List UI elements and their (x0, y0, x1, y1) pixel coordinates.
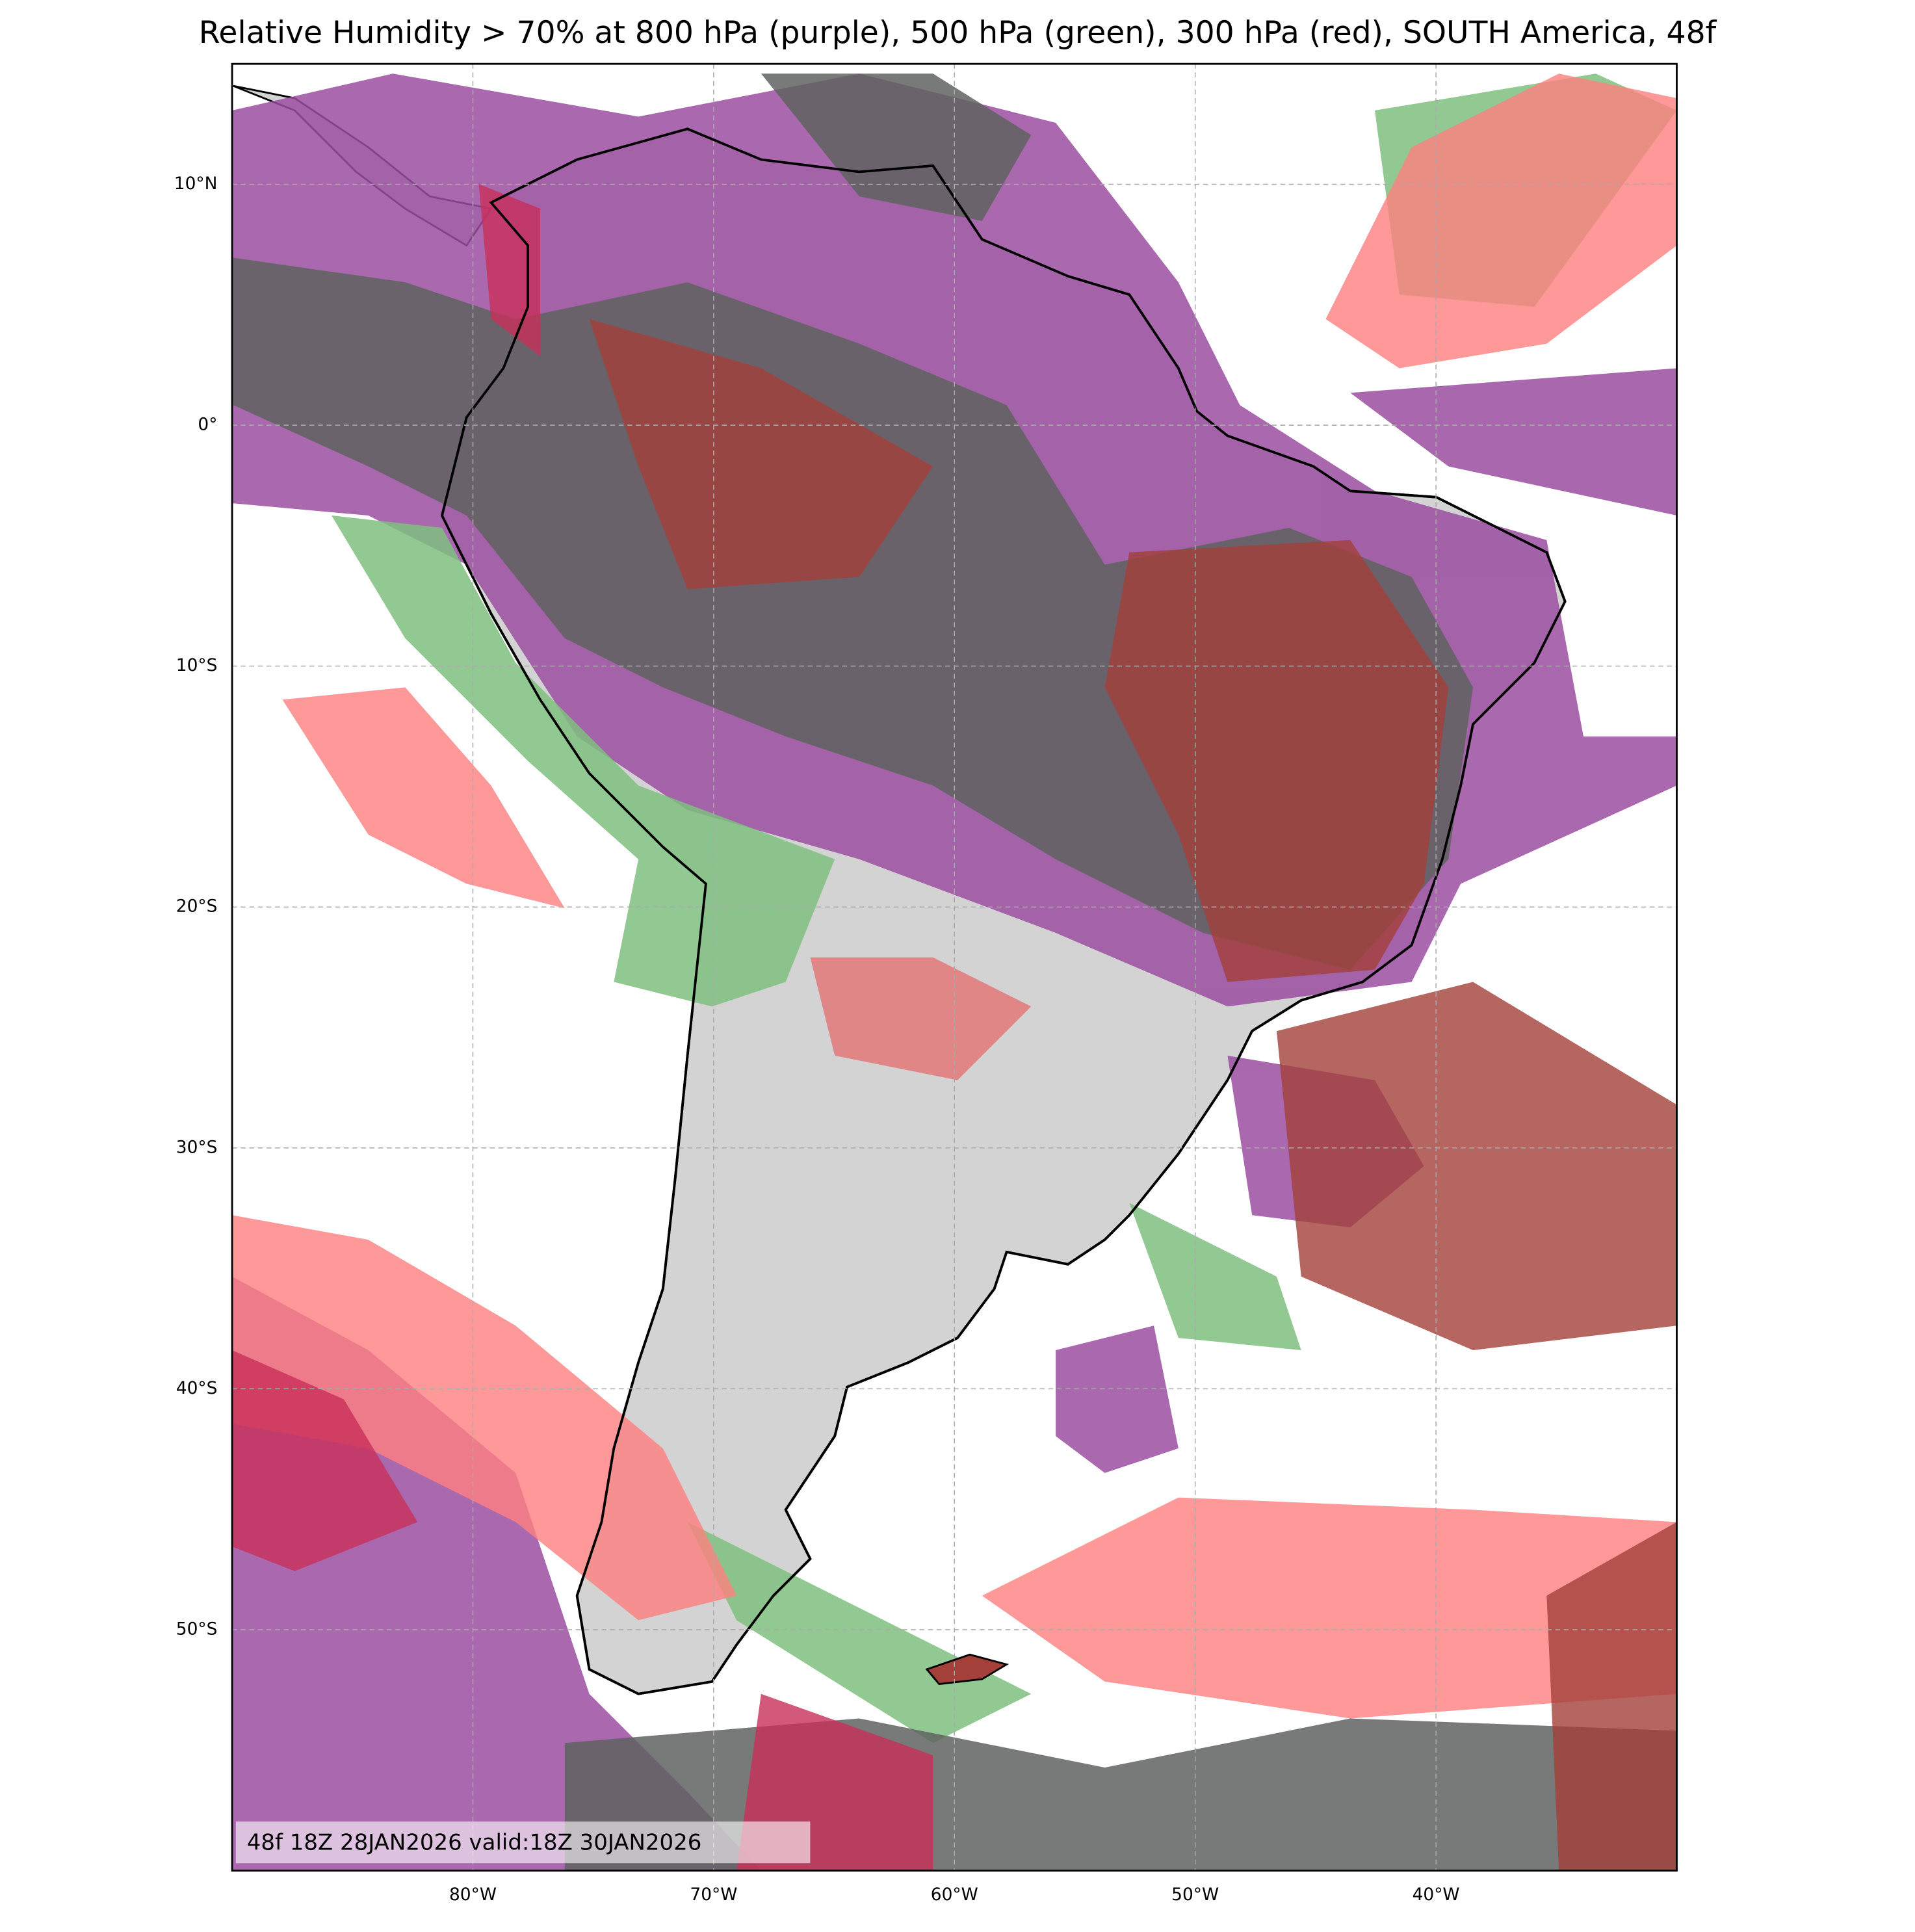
graticule (232, 64, 1677, 1871)
map-title: Relative Humidity > 70% at 800 hPa (purp… (199, 15, 1717, 51)
rh-all-levels (232, 184, 1677, 1871)
rh-300-hpa (232, 73, 1677, 1719)
plot-frame (231, 62, 1678, 1872)
annotation-box (235, 1821, 811, 1864)
x-tick-label: 70°W (690, 1885, 737, 1905)
y-tick-label: 20°S (176, 896, 218, 917)
map-layers (232, 64, 1677, 1871)
x-tick-label: 40°W (1413, 1885, 1460, 1905)
coastline (440, 127, 1567, 1695)
y-tick-label: 50°S (176, 1619, 218, 1639)
x-tick-label: 50°W (1171, 1885, 1219, 1905)
y-tick-label: 10°N (174, 174, 218, 194)
x-tick-label: 80°W (449, 1885, 497, 1905)
y-tick-label: 10°S (176, 655, 218, 675)
run-annotation: 48f 18Z 28JAN2026 valid:18Z 30JAN2026 (247, 1830, 702, 1856)
y-tick-label: 40°S (176, 1378, 218, 1398)
falklands (925, 1653, 1010, 1686)
y-tick-label: 30°S (176, 1137, 218, 1157)
x-tick-label: 60°W (931, 1885, 978, 1905)
y-tick-label: 0° (198, 415, 217, 435)
